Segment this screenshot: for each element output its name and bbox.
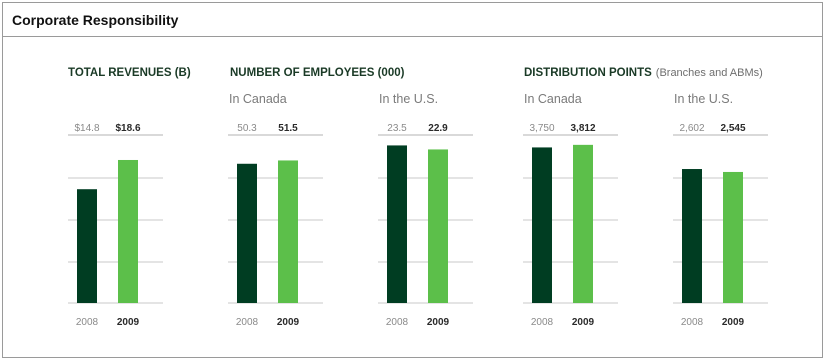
year-label-2008: 2008 — [681, 317, 704, 328]
value-label-2008: $14.8 — [74, 123, 99, 134]
bar-2008 — [237, 163, 257, 303]
year-label-2009: 2009 — [722, 317, 745, 328]
mini-chart-4: In Canada 3,750 2008 3,812 2009 — [523, 92, 618, 328]
bar-2009 — [428, 149, 448, 303]
bar-2008 — [682, 169, 702, 303]
year-label-2009: 2009 — [117, 317, 140, 328]
bar-2009 — [278, 160, 298, 303]
bar-2009 — [573, 144, 593, 303]
panel-title: Corporate Responsibility — [12, 12, 179, 28]
section-title-distribution-sub: (Branches and ABMs) — [656, 67, 763, 79]
group-label: In Canada — [524, 92, 582, 106]
section-title-distribution: DISTRIBUTION POINTS (Branches and ABMs) — [524, 67, 763, 79]
year-label-2008: 2008 — [531, 317, 554, 328]
group-label: In the U.S. — [379, 92, 438, 106]
value-label-2008: 23.5 — [387, 123, 407, 134]
year-label-2009: 2009 — [277, 317, 300, 328]
section-title-employees: NUMBER OF EMPLOYEES (000) — [230, 67, 405, 79]
year-label-2008: 2008 — [76, 317, 99, 328]
mini-chart-5: In the U.S. 2,602 2008 2,545 2009 — [673, 92, 768, 328]
bar-2008 — [532, 147, 552, 303]
bar-2008 — [387, 145, 407, 303]
year-label-2009: 2009 — [427, 317, 450, 328]
value-label-2008: 2,602 — [679, 123, 704, 134]
value-label-2008: 50.3 — [237, 123, 257, 134]
panel-header: Corporate Responsibility — [3, 3, 822, 37]
group-label: In the U.S. — [674, 92, 733, 106]
value-label-2009: 3,812 — [570, 123, 595, 134]
value-label-2009: 2,545 — [720, 123, 745, 134]
mini-chart-2: In Canada 50.3 2008 51.5 2009 — [228, 92, 323, 328]
mini-chart-3: In the U.S. 23.5 2008 22.9 2009 — [378, 92, 473, 328]
year-label-2009: 2009 — [572, 317, 595, 328]
value-label-2008: 3,750 — [529, 123, 554, 134]
bar-2009 — [723, 171, 743, 303]
value-label-2009: 51.5 — [278, 123, 298, 134]
bar-2009 — [118, 159, 138, 303]
section-title-distribution-main: DISTRIBUTION POINTS — [524, 67, 652, 79]
value-label-2009: 22.9 — [428, 123, 448, 134]
chart-layer: $14.8 2008 $18.6 2009 In Canada 50.3 2008 51.5 2… — [68, 92, 768, 328]
value-label-2009: $18.6 — [115, 123, 140, 134]
section-title-revenues: TOTAL REVENUES (B) — [68, 67, 191, 79]
group-label: In Canada — [229, 92, 287, 106]
mini-chart-1: $14.8 2008 $18.6 2009 — [68, 123, 163, 328]
bar-2008 — [77, 189, 97, 303]
year-label-2008: 2008 — [236, 317, 259, 328]
year-label-2008: 2008 — [386, 317, 409, 328]
